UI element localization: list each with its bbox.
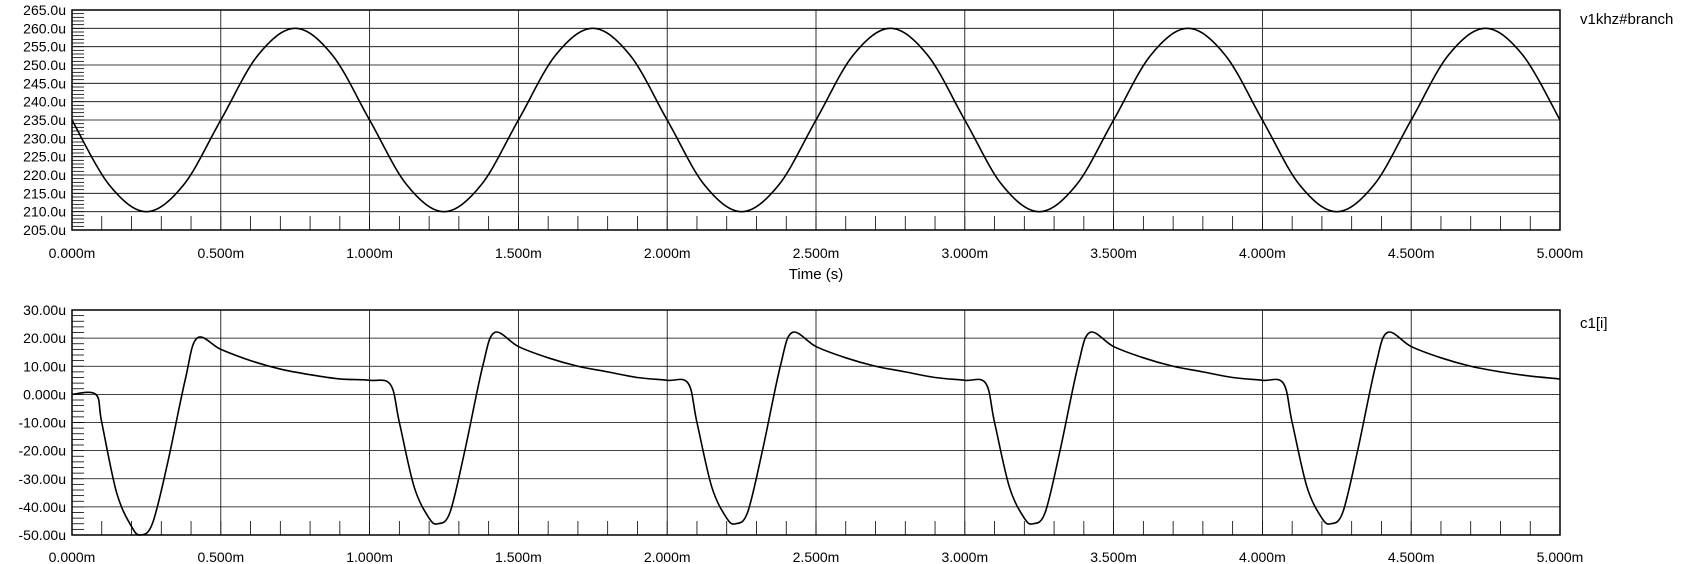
y-tick-label: -50.00u [19, 527, 66, 543]
y-tick-label: 230.0u [23, 130, 66, 146]
legend-entry: v1khz#branch [1580, 11, 1673, 28]
x-tick-label: 0.500m [197, 549, 244, 564]
x-tick-label: 1.500m [495, 549, 542, 564]
x-tick-label: 3.500m [1090, 245, 1137, 261]
x-tick-label: 5.000m [1537, 245, 1584, 261]
x-tick-label: 2.500m [793, 549, 840, 564]
x-tick-label: 5.000m [1537, 549, 1584, 564]
y-tick-label: 225.0u [23, 149, 66, 165]
y-tick-label: 250.0u [23, 57, 66, 73]
x-tick-label: 4.500m [1388, 549, 1435, 564]
x-tick-label: 0.000m [49, 549, 96, 564]
x-tick-label: 0.000m [49, 245, 96, 261]
y-tick-label: 205.0u [23, 222, 66, 238]
y-tick-label: -40.00u [19, 499, 66, 515]
y-tick-label: 235.0u [23, 112, 66, 128]
y-tick-label: 260.0u [23, 20, 66, 36]
x-tick-label: 2.000m [644, 549, 691, 564]
y-tick-label: 265.0u [23, 2, 66, 18]
x-axis-label: Time (s) [789, 266, 843, 283]
y-tick-label: -20.00u [19, 443, 66, 459]
plot-panel-branch-current: 205.0u 210.0u 215.0u 220.0u 225.0u 230.0u 235.… [23, 2, 1673, 283]
y-tick-label: 10.00u [23, 358, 66, 374]
x-tick-label: 3.000m [941, 245, 988, 261]
y-tick-label: 255.0u [23, 39, 66, 55]
x-tick-label: 3.500m [1090, 549, 1137, 564]
series-line [71, 27, 1561, 213]
x-tick-label: 4.000m [1239, 549, 1286, 564]
x-tick-label: 2.000m [644, 245, 691, 261]
y-tick-label: 210.0u [23, 204, 66, 220]
plot-panel-capacitor-current: -50.00u -40.00u -30.00u -20.00u -10.00u 0.000… [19, 302, 1608, 564]
x-tick-label: 3.000m [941, 549, 988, 564]
x-tick-label: 1.000m [346, 549, 393, 564]
series-line [71, 331, 1561, 536]
y-tick-label: 0.000u [23, 386, 66, 402]
y-tick-label: 245.0u [23, 75, 66, 91]
x-tick-label: 4.000m [1239, 245, 1286, 261]
x-tick-label: 2.500m [793, 245, 840, 261]
y-tick-label: 220.0u [23, 167, 66, 183]
y-tick-label: 30.00u [23, 302, 66, 318]
y-tick-label: 20.00u [23, 330, 66, 346]
x-tick-label: 4.500m [1388, 245, 1435, 261]
y-tick-label: 240.0u [23, 94, 66, 110]
x-tick-label: 1.500m [495, 245, 542, 261]
x-tick-label: 0.500m [197, 245, 244, 261]
y-tick-label: 215.0u [23, 185, 66, 201]
y-tick-label: -30.00u [19, 471, 66, 487]
x-tick-label: 1.000m [346, 245, 393, 261]
legend-entry: c1[i] [1580, 315, 1608, 332]
y-tick-label: -10.00u [19, 415, 66, 431]
